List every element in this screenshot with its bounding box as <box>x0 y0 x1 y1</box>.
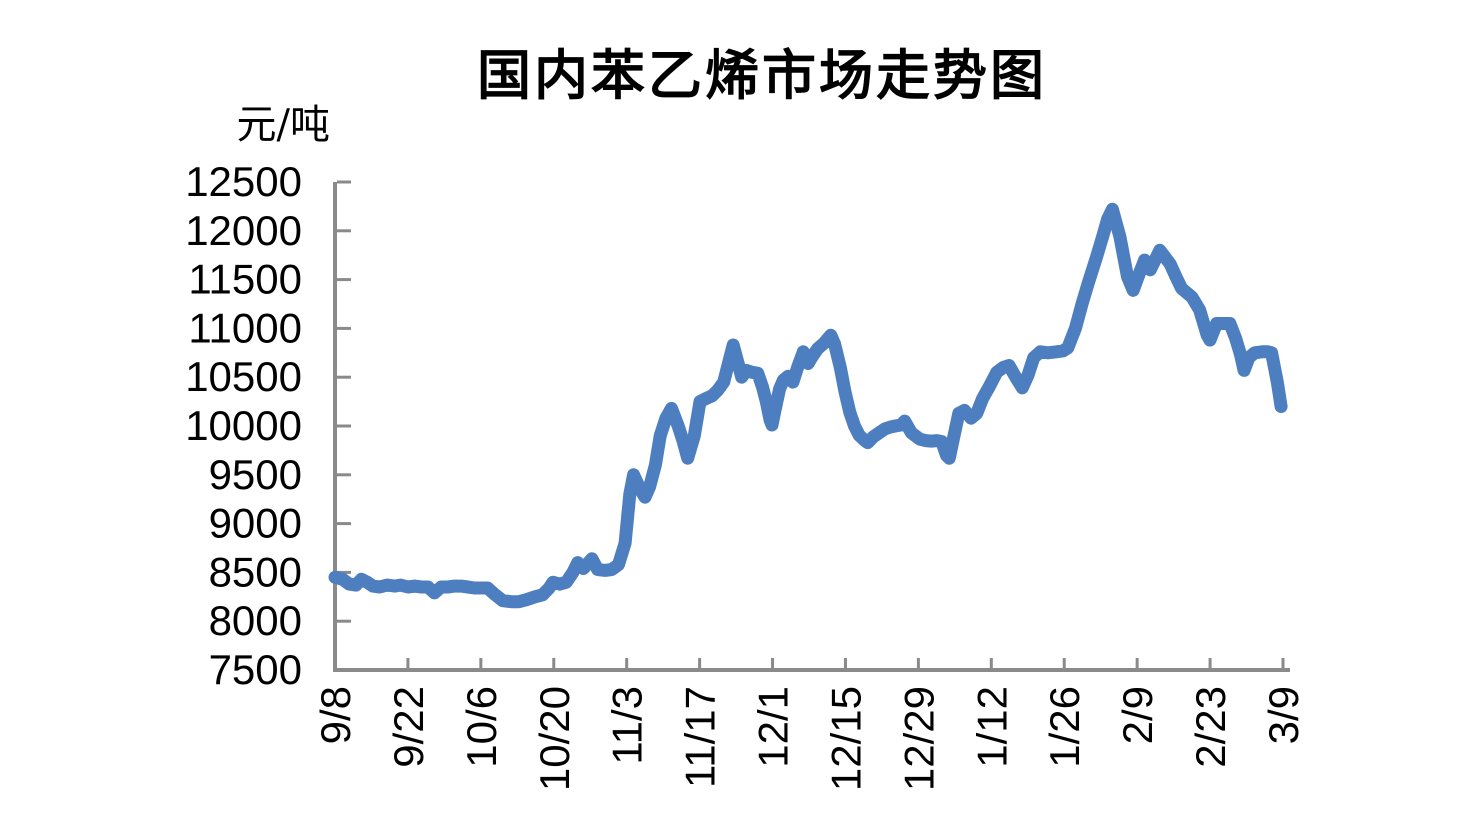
x-tick-label: 12/1 <box>750 686 797 768</box>
chart-title: 国内苯乙烯市场走势图 <box>477 43 1047 107</box>
y-tick-label: 9500 <box>209 451 302 498</box>
y-tick-label: 11500 <box>188 256 302 303</box>
price-series-line <box>328 202 1288 609</box>
y-tick-label: 10000 <box>185 402 302 449</box>
y-tick-label: 10500 <box>185 353 302 400</box>
y-tick-label: 11000 <box>188 304 302 351</box>
x-tick-label: 3/9 <box>1260 686 1307 744</box>
x-tick-label: 9/22 <box>385 686 432 768</box>
x-tick-label: 2/9 <box>1114 686 1161 744</box>
y-tick-label: 12000 <box>185 207 302 254</box>
x-tick-label: 1/26 <box>1041 686 1088 768</box>
x-tick-label: 9/8 <box>312 686 359 744</box>
x-tick-label: 2/23 <box>1187 686 1234 768</box>
x-tick-label: 10/20 <box>531 686 578 791</box>
x-tick-label: 12/15 <box>822 686 869 791</box>
x-tick-label: 12/29 <box>895 686 942 791</box>
y-tick-label: 7500 <box>209 646 302 693</box>
y-tick-label: 12500 <box>185 158 302 205</box>
plot-area: 1250012000115001100010500100009500900085… <box>185 158 1307 791</box>
y-tick-label: 8500 <box>209 548 302 595</box>
y-axis-unit-label: 元/吨 <box>237 102 330 148</box>
x-tick-label: 1/12 <box>968 686 1015 768</box>
x-tick-label: 10/6 <box>458 686 505 768</box>
x-tick-label: 11/3 <box>604 686 651 765</box>
y-tick-label: 8000 <box>209 597 302 644</box>
y-tick-label: 9000 <box>209 500 302 547</box>
x-tick-label: 11/17 <box>677 686 724 788</box>
